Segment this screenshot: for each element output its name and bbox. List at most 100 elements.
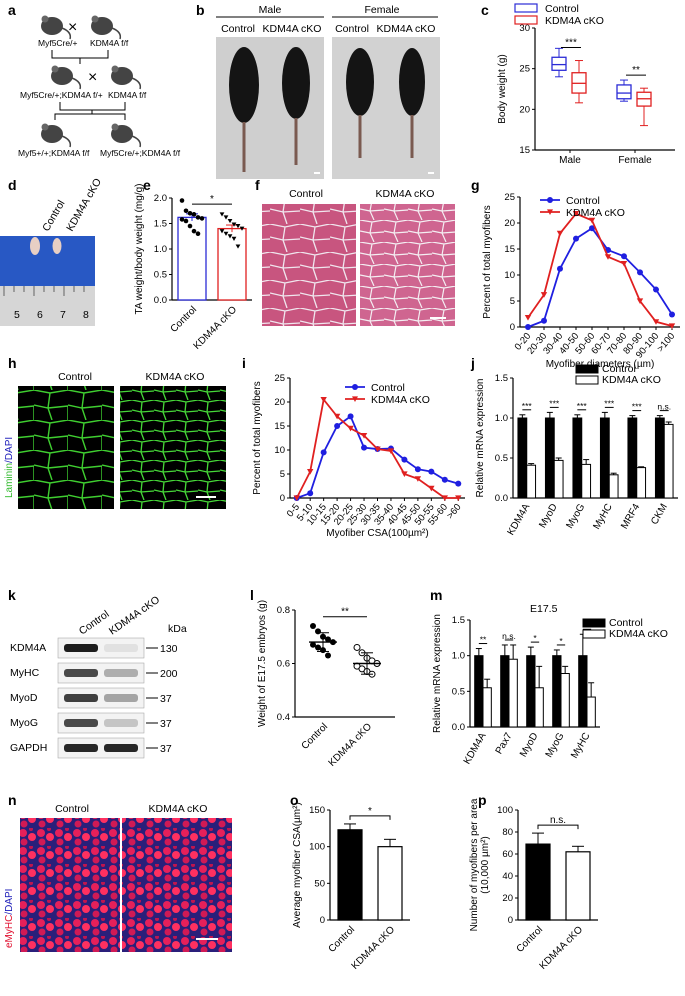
data-point: [652, 319, 660, 325]
data-point: [183, 218, 189, 224]
mouse-icon: [111, 123, 142, 148]
x-tick-label: Pax7: [494, 731, 515, 757]
genotype-offspring-control: Myf5+/+;KDM4A f/f: [18, 148, 90, 158]
data-point: [306, 469, 314, 475]
data-point: [219, 229, 225, 234]
bar: [608, 474, 619, 499]
bar: [586, 696, 596, 728]
data-point: [235, 224, 241, 229]
panel-letter-c: c: [481, 2, 489, 18]
bar: [177, 216, 207, 301]
blot-band: [104, 669, 138, 677]
data-point: [293, 495, 300, 501]
bar: [654, 417, 665, 499]
panel-letter-h: h: [8, 355, 17, 371]
legend-swatch: [575, 375, 599, 385]
legend-label: KDM4A cKO: [371, 394, 430, 406]
data-point: [195, 215, 201, 220]
y-axis-title: (10,000 µm²): [480, 836, 491, 893]
y-tick-label: 0.6: [277, 659, 290, 670]
y-tick-label: 20: [274, 397, 285, 408]
mouse-icon: [51, 65, 82, 90]
bar: [565, 851, 591, 921]
label-cko: KDM4A cKO: [263, 23, 322, 35]
x-tick-label: MyHC: [569, 731, 592, 761]
y-tick-label: 30: [519, 23, 530, 34]
legend-label: KDM4A cKO: [545, 15, 604, 27]
x-tick-label: KDM4A cKO: [192, 304, 240, 352]
data-point: [653, 286, 659, 293]
genotype-f1: Myf5Cre/+;KDM4A f/+: [20, 90, 103, 100]
label-cko: KDM4A cKO: [64, 176, 104, 233]
y-tick-label: 20: [504, 218, 515, 229]
bar: [526, 655, 536, 728]
sig-label: ***: [632, 402, 643, 412]
legend-marker: [547, 197, 553, 203]
data-point: [320, 397, 327, 403]
bar: [482, 687, 492, 728]
data-point: [669, 311, 675, 318]
he-image-control: [262, 204, 356, 326]
data-point: [347, 413, 354, 420]
bar: [526, 464, 537, 499]
label-female: Female: [364, 4, 399, 16]
data-point: [668, 323, 676, 329]
label-control: Control: [40, 198, 67, 233]
sig-label: n.s.: [657, 402, 671, 412]
legend-swatch: [575, 364, 599, 374]
y-axis-title: Percent of total myofibers: [252, 381, 263, 494]
blot-strip: [57, 662, 145, 684]
legend-marker: [352, 396, 358, 402]
data-point: [223, 231, 229, 236]
blot-marker-label: 200: [160, 668, 178, 680]
data-point: [320, 449, 327, 456]
sig-label: **: [341, 607, 349, 618]
y-axis-title: TA weight/body weight (mg/g): [134, 184, 145, 315]
bar: [525, 843, 551, 921]
y-axis-title: Relative mRNA expression: [432, 614, 443, 733]
data-point: [455, 480, 462, 487]
sig-label: *: [368, 806, 372, 817]
data-point: [621, 253, 627, 260]
laminin-image-cko: [120, 386, 226, 509]
data-point: [179, 198, 185, 203]
x-tick-label: MRF4: [619, 502, 642, 531]
y-axis-title: Body weight (g): [497, 54, 508, 123]
blot-band: [104, 694, 138, 702]
y-tick-label: 10: [274, 445, 285, 456]
panel-letter-o: o: [290, 792, 299, 808]
ruler-tick: 6: [37, 309, 43, 321]
label-cko: KDM4A cKO: [107, 594, 162, 638]
genotype-myf5cre: Myf5Cre/+: [38, 38, 77, 48]
data-point: [557, 265, 563, 272]
blot-strip: [57, 687, 145, 709]
sig-label: ***: [565, 38, 577, 49]
bar: [560, 673, 570, 728]
y-tick-label: 15: [504, 244, 515, 255]
x-tick-label: >100: [655, 331, 677, 354]
sig-label: *: [559, 636, 563, 646]
blot-marker-label: 130: [160, 643, 178, 655]
y-tick-label: 0.5: [452, 686, 465, 697]
legend-swatch: [514, 3, 538, 13]
y-tick-label: 0.0: [495, 493, 508, 504]
blot-band: [64, 694, 98, 702]
bar: [534, 687, 544, 728]
data-point: [428, 468, 435, 475]
legend-swatch: [514, 15, 538, 25]
bar: [636, 467, 647, 499]
y-tick-label: 0.8: [277, 605, 290, 616]
label-control: Control: [55, 803, 89, 815]
ta-muscle-photo: Control KDM4A cKO 5 6 7 8: [0, 176, 104, 326]
sig-label: *: [533, 633, 537, 643]
blot-band: [104, 744, 138, 752]
bar: [572, 417, 583, 499]
data-point: [307, 490, 314, 497]
x-tick-label: Female: [618, 155, 652, 166]
sig-label: *: [210, 194, 214, 205]
sig-label: n.s.: [550, 815, 566, 826]
emyhc-image-control: [20, 818, 120, 952]
kda-label: kDa: [168, 623, 187, 635]
sig-bracket: [349, 815, 391, 820]
data-point: [588, 217, 596, 224]
